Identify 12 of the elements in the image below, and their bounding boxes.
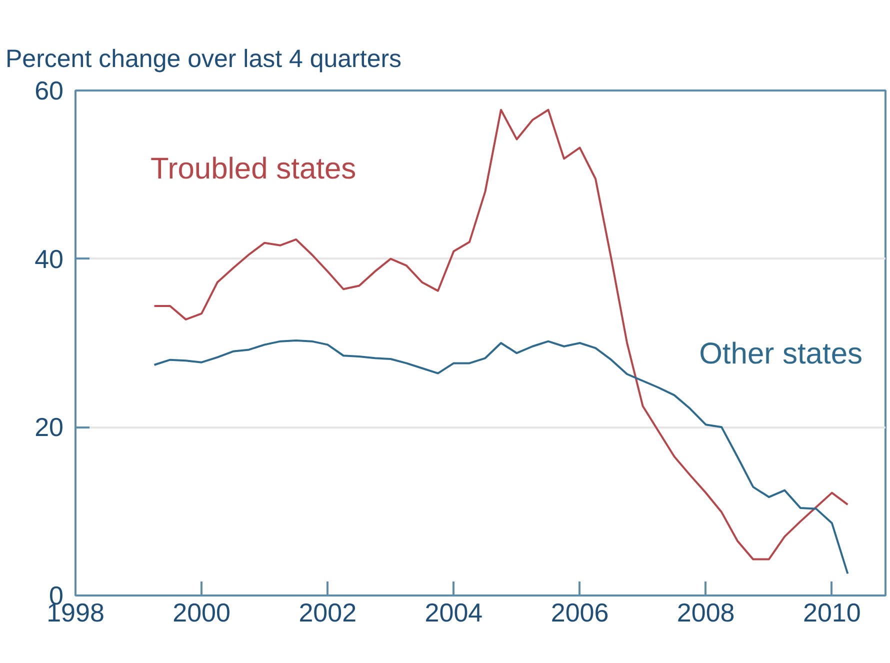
text: Troubled states [150,152,356,186]
x-tick-label: 2006 [550,598,609,628]
x-tick-label: 2010 [803,598,861,628]
x-tick-label: 2000 [172,598,230,628]
x-tick-label: 2004 [424,598,483,628]
y-tick-label: 20 [34,412,64,442]
x-tick-label: 2002 [298,598,357,628]
chart-title: Percent change over last 4 quarters [6,45,402,73]
y-tick-label: 60 [34,76,64,106]
x-tick-label: 2008 [676,598,735,628]
series-label: Other states [699,338,863,370]
y-tick-label: 40 [34,244,64,274]
